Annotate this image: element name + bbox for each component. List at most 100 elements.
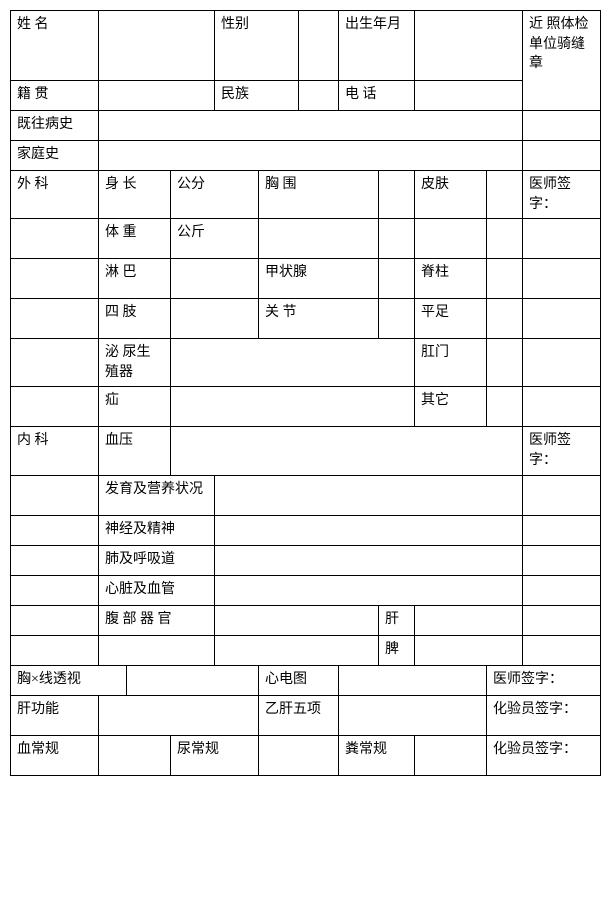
field-other[interactable] [487, 387, 523, 427]
blank [11, 475, 99, 515]
blank [523, 475, 601, 515]
blank [523, 339, 601, 387]
label-origin: 籍 贯 [11, 81, 99, 111]
field-hepb[interactable] [339, 695, 487, 735]
label-hepb: 乙肝五项 [259, 695, 339, 735]
label-limbs: 四 肢 [99, 299, 171, 339]
label-anus: 肛门 [415, 339, 487, 387]
field-nutrition[interactable] [215, 475, 523, 515]
blank [523, 635, 601, 665]
blank [11, 605, 99, 635]
label-lung: 肺及呼吸道 [99, 545, 215, 575]
field-family-ext[interactable] [523, 141, 601, 171]
blank [99, 635, 215, 665]
field-blood[interactable] [99, 735, 171, 775]
blank [11, 299, 99, 339]
field-ecg[interactable] [339, 665, 487, 695]
field-spleen[interactable] [415, 635, 523, 665]
label-joints: 关 节 [259, 299, 379, 339]
label-stool: 粪常规 [339, 735, 415, 775]
field-urinary[interactable] [171, 339, 415, 387]
label-height: 身 长 [99, 171, 171, 219]
field-thyroid[interactable] [379, 259, 415, 299]
field-gender[interactable] [299, 11, 339, 81]
label-gender: 性别 [215, 11, 299, 81]
field-ethnic[interactable] [299, 81, 339, 111]
field-phone[interactable] [415, 81, 523, 111]
field-history-ext[interactable] [523, 111, 601, 141]
blank [11, 635, 99, 665]
field-skin[interactable] [487, 171, 523, 219]
field-limbs[interactable] [171, 299, 259, 339]
label-birth: 出生年月 [339, 11, 415, 81]
field-name[interactable] [99, 11, 215, 81]
label-name: 姓 名 [11, 11, 99, 81]
label-family: 家庭史 [11, 141, 99, 171]
blank [523, 219, 601, 259]
field-chest[interactable] [379, 171, 415, 219]
blank [11, 259, 99, 299]
label-urine: 尿常规 [171, 735, 259, 775]
field-joints[interactable] [379, 299, 415, 339]
blank [415, 219, 487, 259]
field-weight-ext[interactable] [259, 219, 379, 259]
field-flatfoot[interactable] [487, 299, 523, 339]
field-abdomen[interactable] [215, 605, 379, 635]
field-birth[interactable] [415, 11, 523, 81]
field-heart[interactable] [215, 575, 523, 605]
label-internal: 内 科 [11, 427, 99, 475]
label-doctor-sign-2: 医师签字： [523, 427, 601, 475]
blank [523, 299, 601, 339]
label-xray: 胸×线透视 [11, 665, 127, 695]
label-ecg: 心电图 [259, 665, 339, 695]
blank [487, 219, 523, 259]
field-spine[interactable] [487, 259, 523, 299]
field-urine[interactable] [259, 735, 339, 775]
label-heart: 心脏及血管 [99, 575, 215, 605]
label-photo: 近 照体检单位骑缝章 [523, 11, 601, 111]
blank [523, 575, 601, 605]
blank [215, 635, 379, 665]
field-nerve[interactable] [215, 515, 523, 545]
field-origin[interactable] [99, 81, 215, 111]
blank [11, 339, 99, 387]
label-lab-sign-2: 化验员签字： [487, 735, 601, 775]
label-flatfoot: 平足 [415, 299, 487, 339]
field-hernia[interactable] [171, 387, 415, 427]
field-anus[interactable] [487, 339, 523, 387]
label-nutrition: 发育及营养状况 [99, 475, 215, 515]
blank [523, 387, 601, 427]
field-stool[interactable] [415, 735, 487, 775]
label-other: 其它 [415, 387, 487, 427]
label-surgery: 外 科 [11, 171, 99, 219]
label-ethnic: 民族 [215, 81, 299, 111]
label-hernia: 疝 [99, 387, 171, 427]
blank [11, 219, 99, 259]
label-spine: 脊柱 [415, 259, 487, 299]
field-xray[interactable] [127, 665, 259, 695]
field-lung[interactable] [215, 545, 523, 575]
blank [523, 515, 601, 545]
field-liver[interactable] [415, 605, 523, 635]
label-doctor-sign-1: 医师签字： [523, 171, 601, 219]
blank [379, 219, 415, 259]
label-liver-func: 肝功能 [11, 695, 99, 735]
field-family[interactable] [99, 141, 523, 171]
label-liver: 肝 [379, 605, 415, 635]
blank [11, 545, 99, 575]
blank [523, 545, 601, 575]
field-history[interactable] [99, 111, 523, 141]
field-lymph[interactable] [171, 259, 259, 299]
label-lymph: 淋 巴 [99, 259, 171, 299]
label-history: 既往病史 [11, 111, 99, 141]
field-bp[interactable] [171, 427, 523, 475]
field-liver-func[interactable] [99, 695, 259, 735]
label-kg: 公斤 [171, 219, 259, 259]
label-nerve: 神经及精神 [99, 515, 215, 545]
blank [11, 515, 99, 545]
blank [11, 387, 99, 427]
label-lab-sign-1: 化验员签字： [487, 695, 601, 735]
blank [11, 575, 99, 605]
label-doctor-sign-3: 医师签字： [487, 665, 601, 695]
label-skin: 皮肤 [415, 171, 487, 219]
